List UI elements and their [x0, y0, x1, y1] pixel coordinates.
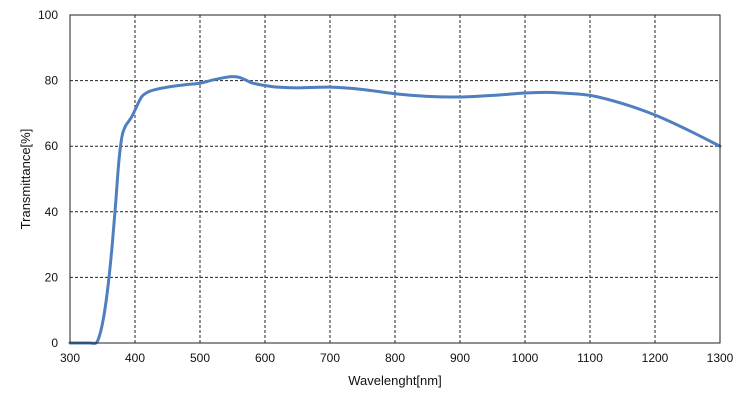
x-tick-label: 1300: [707, 351, 734, 365]
x-tick-label: 500: [190, 351, 210, 365]
y-axis-label: Transmittance[%]: [18, 129, 33, 230]
x-tick-label: 700: [320, 351, 340, 365]
x-tick-label: 1200: [642, 351, 669, 365]
x-tick-label: 400: [125, 351, 145, 365]
y-tick-label: 100: [38, 8, 58, 22]
y-tick-label: 80: [45, 74, 59, 88]
y-tick-label: 60: [45, 139, 59, 153]
y-axis-ticks: 0 20 40 60 80 100: [38, 8, 58, 350]
transmittance-series-line: [68, 75, 722, 345]
x-tick-label: 1000: [512, 351, 539, 365]
x-tick-label: 900: [450, 351, 470, 365]
y-tick-label: 0: [51, 336, 58, 350]
x-tick-label: 1100: [577, 351, 603, 365]
plot-frame: [69, 14, 721, 344]
plot-area: [70, 15, 720, 343]
y-tick-label: 20: [45, 270, 59, 284]
x-tick-label: 800: [385, 351, 405, 365]
x-tick-label: 300: [60, 351, 80, 365]
x-axis-ticks: 300 400 500 600 700 800 900 1000 1100 1200 1300: [60, 351, 734, 365]
x-axis-label: Wavelenght[nm]: [348, 373, 441, 388]
y-tick-label: 40: [45, 205, 59, 219]
grid-lines: [70, 15, 720, 343]
x-tick-label: 600: [255, 351, 275, 365]
series-layer: [68, 75, 722, 345]
